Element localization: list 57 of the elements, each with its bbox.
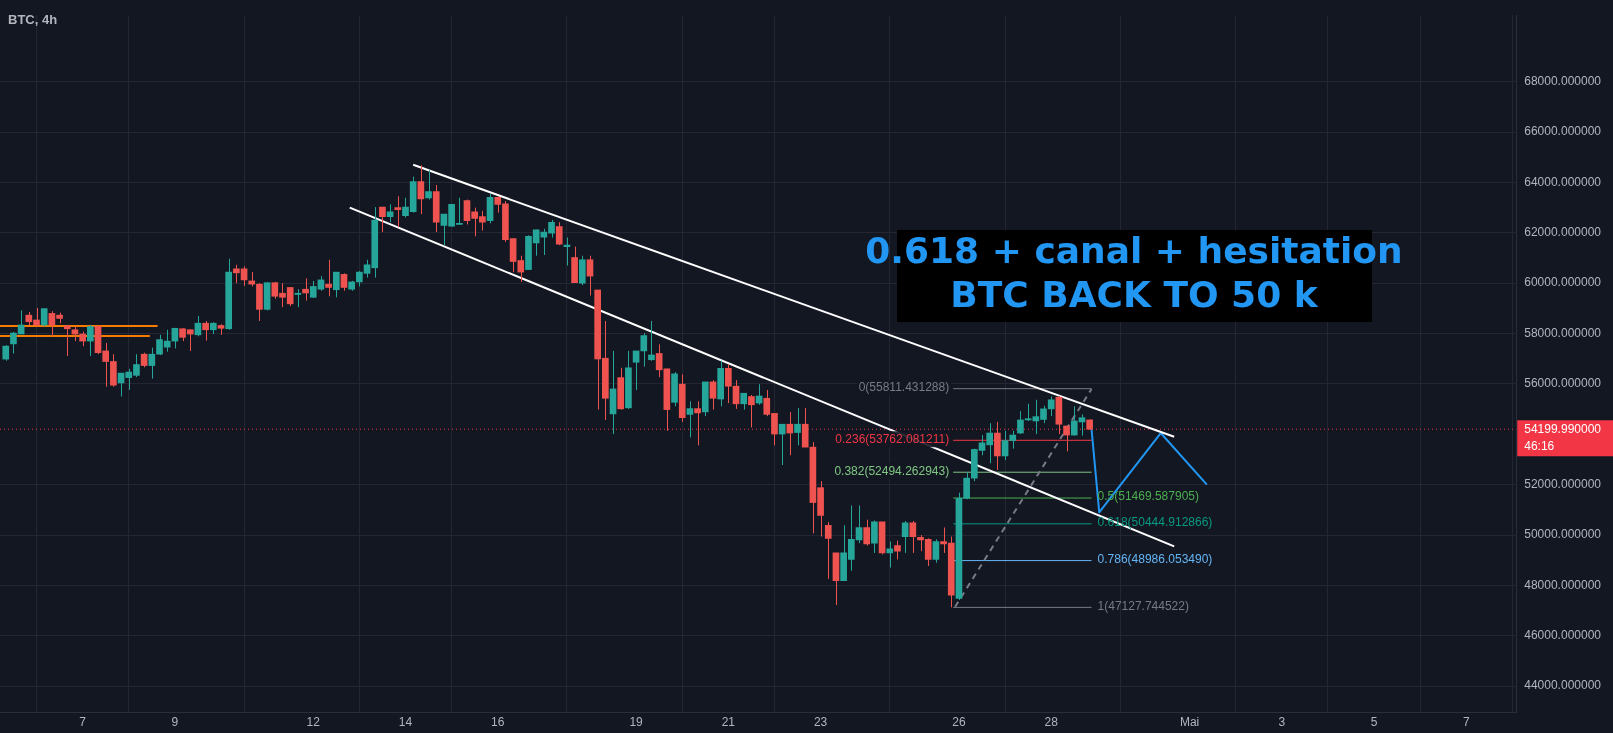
candlestick xyxy=(425,169,432,201)
candlestick xyxy=(1047,396,1055,417)
y-tick-label: 56000.000000 xyxy=(1524,376,1602,391)
annotation: BTC BACK TO 50 k xyxy=(950,274,1319,316)
x-tick-label: 14 xyxy=(398,715,413,730)
series-label: 0.786(48986.053490) xyxy=(1097,551,1213,566)
y-tick-label: 64000.000000 xyxy=(1524,174,1602,189)
y-tick-label: 60000.000000 xyxy=(1524,275,1602,290)
series-label: 0(55811.431288) xyxy=(858,379,950,394)
x-tick-label: 12 xyxy=(306,715,321,730)
y-tick-label: 68000.000000 xyxy=(1524,74,1602,88)
annotation: 0.618 + canal + hesitation xyxy=(865,230,1403,272)
y-tick-label: 66000.000000 xyxy=(1524,124,1602,139)
candlestick xyxy=(40,308,48,327)
candlestick xyxy=(625,350,632,410)
y-tick-label: 62000.000000 xyxy=(1524,225,1602,240)
series-label: 0.236(53762.081211) xyxy=(835,431,950,446)
x-tick-label: 19 xyxy=(629,715,644,730)
x-tick-label: 23 xyxy=(813,715,828,730)
y-tick-label: 46000.000000 xyxy=(1524,628,1602,643)
candlestick xyxy=(863,519,871,547)
x-tick-label: 21 xyxy=(721,715,736,730)
x-tick-label: 26 xyxy=(952,715,966,730)
x-tick-label: 3 xyxy=(1278,715,1286,730)
candlestick xyxy=(578,255,586,286)
y-tick-label: 48000.000000 xyxy=(1524,577,1602,592)
candlestick xyxy=(678,373,686,423)
candlestick xyxy=(694,400,701,446)
text: 46:16 xyxy=(1524,438,1555,453)
series-label: 1(47127.744522) xyxy=(1097,598,1189,613)
y-tick-label: 52000.000000 xyxy=(1524,476,1602,491)
candlestick xyxy=(571,246,578,284)
candlestick xyxy=(432,184,440,233)
x-tick-label: 9 xyxy=(171,715,179,730)
candlestick xyxy=(617,367,625,411)
x-tick-label: 5 xyxy=(1370,715,1378,730)
candlestick xyxy=(671,371,678,407)
y-tick-label: 44000.000000 xyxy=(1524,678,1602,693)
x-tick-label: 16 xyxy=(491,715,505,730)
candlestick xyxy=(640,332,648,368)
x-tick-label: 7 xyxy=(79,715,87,730)
ref-line-label: 54199.990000 xyxy=(1524,421,1602,436)
candlestick xyxy=(824,521,832,580)
candlestick xyxy=(748,394,755,428)
x-tick-label: 28 xyxy=(1044,715,1059,730)
candlestick xyxy=(794,407,801,446)
candlestick xyxy=(394,195,402,228)
x-tick-label: 7 xyxy=(1462,715,1470,730)
candlestick xyxy=(225,258,233,331)
candlestick xyxy=(325,259,332,297)
chart-title: BTC, 4h xyxy=(8,12,58,28)
candlestick xyxy=(348,280,356,292)
candlestick xyxy=(1086,418,1093,431)
series-label: 0.382(52494.262943) xyxy=(834,463,950,478)
y-tick-label: 50000.000000 xyxy=(1524,527,1602,542)
x-tick-label: Mai xyxy=(1179,715,1200,730)
y-tick-label: 58000.000000 xyxy=(1524,325,1602,340)
